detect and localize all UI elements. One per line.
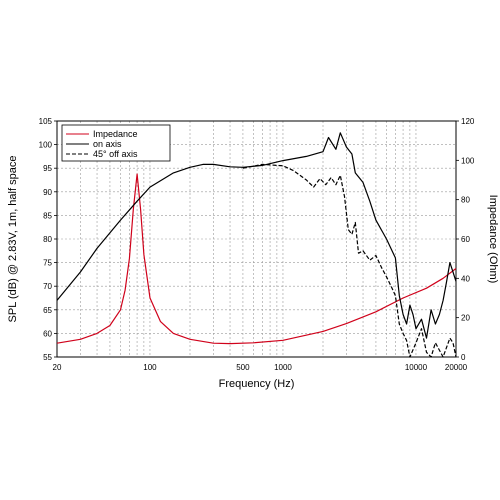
x-tick-labels: 20 100 500 1000 10000 20000	[53, 363, 468, 372]
y-right-tick-label: 80	[461, 196, 470, 205]
x-axis-title: Frequency (Hz)	[219, 378, 295, 390]
y-right-tick-label: 60	[461, 235, 470, 244]
x-tick-label: 1000	[274, 363, 292, 372]
legend-label-impedance: Impedance	[93, 129, 138, 139]
y-right-tick-label: 0	[461, 353, 466, 362]
x-tick-label: 20000	[445, 363, 468, 372]
y-right-tick-label: 20	[461, 314, 470, 323]
grid	[57, 121, 456, 357]
legend-label-45-off-axis: 45° off axis	[93, 149, 138, 159]
y-right-axis-title: Impedance (Ohm)	[487, 195, 499, 284]
y-right-tick-label: 120	[461, 117, 475, 126]
y-left-tick-label: 70	[43, 282, 52, 291]
series-layer	[56, 132, 457, 358]
y-left-tick-label: 60	[43, 329, 52, 338]
y-left-tick-label: 55	[43, 353, 52, 362]
series-line-45-off-axis	[242, 163, 457, 358]
y-left-tick-label: 90	[43, 188, 52, 197]
legend: Impedance on axis 45° off axis	[61, 124, 171, 162]
y-left-tick-label: 95	[43, 164, 52, 173]
legend-box	[61, 124, 171, 162]
y-right-tick-label: 40	[461, 274, 470, 283]
series-line-on-axis	[56, 132, 457, 339]
y-left-tick-label: 75	[43, 259, 52, 268]
y-right-tick-labels: 0 20 40 60 80 100 120	[456, 117, 475, 362]
y-left-tick-labels: 55 60 65 70 75 80 85 90 95 100 105	[39, 117, 57, 362]
y-left-tick-label: 80	[43, 235, 52, 244]
y-left-tick-label: 65	[43, 306, 52, 315]
x-tick-label: 500	[236, 363, 250, 372]
y-left-tick-label: 105	[39, 117, 53, 126]
y-left-tick-label: 100	[39, 141, 53, 150]
y-right-tick-label: 100	[461, 156, 475, 165]
legend-label-on-axis: on axis	[93, 139, 122, 149]
series-line-impedance	[56, 173, 457, 345]
x-tick-label: 20	[53, 363, 62, 372]
y-left-tick-label: 85	[43, 211, 52, 220]
x-tick-label: 10000	[405, 363, 428, 372]
x-tick-label: 100	[143, 363, 157, 372]
y-left-axis-title: SPL (dB) @ 2.83V, 1m, half space	[7, 156, 19, 323]
